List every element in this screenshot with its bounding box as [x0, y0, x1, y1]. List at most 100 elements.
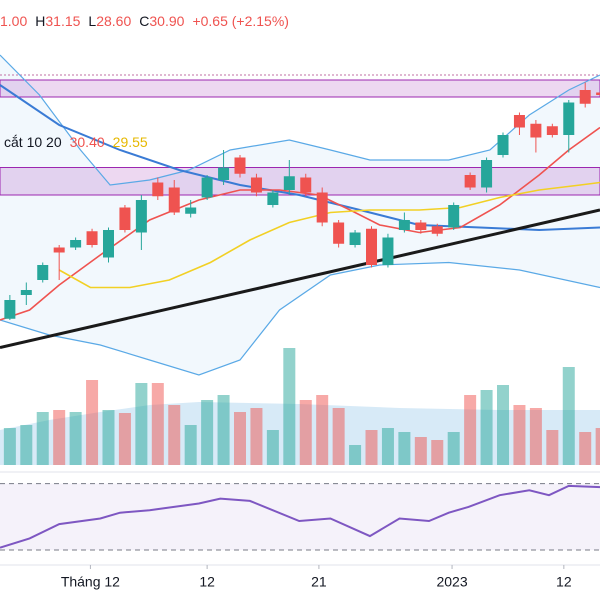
volume-bar: [447, 432, 460, 465]
volume-bar: [431, 440, 444, 465]
candle-body: [4, 300, 16, 319]
header-value: 1.00: [0, 13, 27, 29]
x-tick-label: 2023: [436, 574, 467, 590]
volume-bar: [102, 410, 115, 465]
candle-body: [530, 123, 542, 138]
volume-bar: [349, 445, 362, 465]
candle-body: [283, 176, 295, 190]
volume-bar: [135, 383, 148, 465]
candle-body: [20, 290, 32, 295]
plot: Tháng 12 12 21 2023 12: [0, 54, 600, 590]
x-tick-label: 12: [199, 574, 215, 590]
rsi-line: [0, 484, 600, 549]
band-fill: [0, 55, 600, 375]
candle-body: [135, 200, 147, 233]
candle-body: [168, 187, 180, 213]
volume-bar: [529, 408, 542, 465]
volume-bar: [480, 390, 493, 465]
volume-bar: [398, 432, 411, 465]
candle-body: [152, 182, 164, 197]
volume-bar: [250, 408, 263, 465]
volume-bar: [69, 412, 82, 465]
volume-bar: [184, 425, 197, 465]
header-value: 31.15: [45, 13, 80, 29]
indicator-line: [58, 181, 600, 289]
candle-body: [86, 231, 98, 245]
indicator-line: [0, 84, 600, 232]
candle-body: [579, 90, 591, 104]
volume-bar: [332, 408, 345, 465]
candle-body: [464, 175, 476, 188]
candle-body: [53, 247, 65, 253]
trendline: [0, 208, 600, 349]
volume-bar: [217, 395, 230, 465]
indicator-line: [0, 261, 600, 376]
candle-body: [119, 207, 131, 230]
legend-label: cắt 10 20: [4, 134, 62, 150]
ohlc-header: 1.00 H31.15 L28.60 C30.90 +0.65 (+2.15%): [0, 13, 289, 29]
candle-body: [250, 177, 262, 193]
volume-bar: [266, 430, 279, 465]
candle-body: [267, 192, 279, 205]
candle-body: [333, 222, 345, 244]
candle-body: [185, 207, 197, 214]
candle-body: [300, 177, 312, 193]
indicator-legend: cắt 10 20 30.40 29.55: [4, 134, 148, 150]
candle-body: [349, 232, 361, 245]
header-value: 28.60: [96, 13, 131, 29]
candle-body: [316, 192, 328, 223]
candle-body: [70, 240, 82, 248]
volume-bar: [283, 348, 296, 465]
candle-body: [415, 222, 427, 230]
legend-value: 29.55: [113, 134, 148, 150]
legend-value: 30.40: [70, 134, 105, 150]
x-tick-label: 12: [556, 574, 572, 590]
header-value: +0.65 (+2.15%): [192, 13, 289, 29]
price-zone: [0, 79, 600, 98]
volume-bar: [365, 430, 378, 465]
candle-body: [481, 160, 493, 188]
candle-body: [513, 115, 525, 128]
header-label: H: [35, 13, 45, 29]
candle-body: [497, 135, 509, 155]
volume-bar: [3, 428, 16, 465]
volume-bar: [595, 428, 600, 465]
candle-body: [596, 92, 600, 95]
price-zone: [0, 167, 600, 196]
x-tick-label: 21: [311, 574, 327, 590]
volume-bar: [168, 405, 181, 465]
candle-body: [448, 205, 460, 228]
candle-body: [431, 226, 443, 234]
candle-body: [218, 167, 230, 180]
volume-bar: [497, 385, 510, 465]
candle-body: [37, 265, 49, 280]
volume-bar: [546, 430, 559, 465]
candle-body: [563, 102, 575, 135]
volume-bar: [562, 367, 575, 465]
candle-body: [102, 230, 114, 258]
header-label: L: [88, 13, 96, 29]
volume-bar: [86, 380, 99, 465]
header-label: C: [139, 13, 149, 29]
volume-bar: [151, 383, 164, 465]
candle-body: [366, 228, 378, 265]
header-value: 30.90: [149, 13, 184, 29]
volume-bar: [414, 437, 427, 465]
candle-body: [201, 177, 213, 198]
volume-bar: [513, 405, 526, 465]
volume-bar: [316, 395, 329, 465]
volume-bar: [299, 400, 312, 465]
candle-body: [546, 126, 558, 135]
volume-bar: [234, 412, 246, 465]
volume-bar: [20, 425, 33, 465]
volume-bar: [464, 395, 477, 465]
volume-bar: [36, 412, 49, 465]
x-tick-label: Tháng 12: [61, 574, 120, 590]
volume-bar: [381, 428, 394, 465]
candle-body: [398, 220, 410, 230]
volume-bar: [53, 410, 66, 465]
volume-bar: [201, 400, 214, 465]
candle-body: [234, 157, 246, 174]
